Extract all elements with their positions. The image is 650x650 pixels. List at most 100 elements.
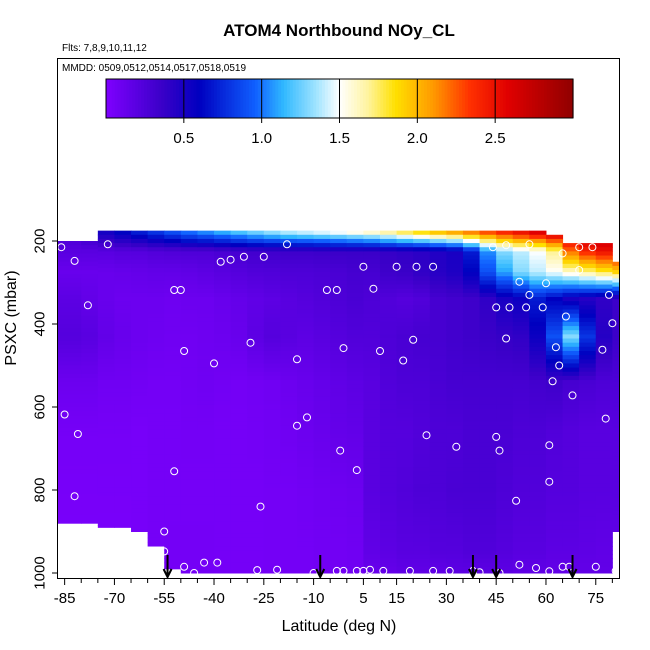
- heatmap-cell: [363, 380, 381, 385]
- heatmap-cell: [280, 438, 298, 443]
- heatmap-cell: [462, 558, 481, 564]
- heatmap-cell: [147, 425, 165, 431]
- heatmap-cell: [595, 297, 613, 302]
- colorbar-tick-label: 2.5: [485, 130, 506, 147]
- heatmap-cell: [363, 541, 381, 547]
- heatmap-cell: [396, 305, 414, 310]
- heatmap-cell: [446, 371, 464, 377]
- heatmap-cell: [58, 411, 82, 416]
- heatmap-cell: [346, 546, 364, 551]
- heatmap-cell: [363, 292, 381, 298]
- heatmap-cell: [363, 537, 381, 543]
- colorbar-swatch: [482, 79, 487, 118]
- heatmap-cell: [562, 417, 580, 423]
- heatmap-cell: [496, 429, 514, 435]
- heatmap-cell: [562, 251, 580, 257]
- heatmap-cell: [180, 425, 198, 431]
- heatmap-cell: [512, 570, 530, 574]
- heatmap-cell: [379, 292, 398, 298]
- heatmap-cell: [479, 550, 497, 555]
- heatmap-cell: [462, 541, 481, 547]
- heatmap-cell: [180, 442, 198, 447]
- heatmap-cell: [545, 400, 564, 406]
- heatmap-cell: [379, 454, 398, 460]
- heatmap-cell: [58, 506, 82, 512]
- heatmap-cell: [263, 230, 281, 236]
- heatmap-cell: [612, 527, 620, 532]
- heatmap-cell: [81, 460, 99, 466]
- heatmap-cell: [297, 475, 315, 481]
- heatmap-cell: [263, 467, 281, 472]
- colorbar-swatch: [558, 79, 562, 118]
- heatmap-cell: [81, 452, 99, 458]
- heatmap-cell: [545, 388, 564, 393]
- heatmap-cell: [147, 475, 165, 481]
- heatmap-cell: [346, 500, 364, 506]
- heatmap-cell: [413, 251, 431, 257]
- flight-arrow-head: [315, 568, 326, 580]
- heatmap-cell: [180, 234, 198, 240]
- heatmap-cell: [396, 384, 414, 389]
- sample-point: [180, 562, 189, 571]
- heatmap-cell: [462, 342, 481, 348]
- sample-point: [170, 467, 179, 476]
- x-tick-label: 75: [587, 590, 604, 607]
- heatmap-cell: [413, 479, 431, 485]
- sample-point: [412, 262, 421, 271]
- heatmap-cell: [363, 272, 381, 277]
- colorbar-swatch: [418, 79, 422, 118]
- heatmap-cell: [230, 392, 248, 398]
- heatmap-cell: [545, 479, 564, 485]
- heatmap-cell: [595, 400, 613, 406]
- heatmap-cell: [214, 259, 232, 265]
- heatmap-cell: [97, 450, 115, 456]
- heatmap-cell: [413, 367, 431, 373]
- y-tick-label: 1000: [32, 556, 49, 589]
- heatmap-cell: [512, 309, 530, 315]
- heatmap-cell: [579, 429, 597, 435]
- heatmap-cell: [363, 238, 381, 244]
- heatmap-cell: [180, 259, 198, 265]
- x-tick-label: -10: [303, 590, 325, 607]
- heatmap-cell: [529, 363, 547, 369]
- heatmap-cell: [180, 492, 198, 497]
- heatmap-cell: [180, 297, 198, 302]
- heatmap-cell: [263, 263, 281, 269]
- heatmap-cell: [446, 251, 464, 257]
- heatmap-cell: [479, 562, 497, 568]
- heatmap-cell: [612, 311, 620, 317]
- heatmap-cell: [479, 309, 497, 315]
- heatmap-cell: [462, 537, 481, 543]
- heatmap-cell: [97, 504, 115, 510]
- heatmap-cell: [147, 272, 165, 277]
- heatmap-cell: [214, 446, 232, 452]
- heatmap-cell: [479, 247, 497, 252]
- heatmap-cell: [496, 446, 514, 452]
- heatmap-cell: [313, 467, 331, 472]
- heatmap-cell: [230, 371, 248, 377]
- heatmap-cell: [396, 558, 414, 564]
- heatmap-cell: [429, 483, 447, 489]
- heatmap-cell: [496, 342, 514, 348]
- heatmap-cell: [579, 529, 597, 535]
- heatmap-cell: [595, 259, 613, 265]
- colorbar-swatch: [362, 79, 367, 118]
- heatmap-cell: [330, 400, 348, 406]
- sample-point: [70, 256, 79, 265]
- heatmap-cell: [147, 371, 165, 377]
- heatmap-cell: [346, 396, 364, 402]
- heatmap-cell: [114, 492, 132, 497]
- heatmap-cell: [545, 301, 564, 306]
- heatmap-cell: [363, 500, 381, 506]
- heatmap-cell: [512, 238, 530, 244]
- heatmap-cell: [313, 537, 331, 543]
- heatmap-cell: [280, 243, 298, 248]
- heatmap-cell: [413, 263, 431, 269]
- heatmap-cell: [263, 255, 281, 261]
- heatmap-cell: [479, 454, 497, 460]
- heatmap-cell: [363, 442, 381, 447]
- heatmap-cell: [164, 255, 182, 261]
- heatmap-cell: [197, 533, 215, 539]
- heatmap-cell: [379, 566, 398, 572]
- heatmap-cell: [496, 392, 514, 398]
